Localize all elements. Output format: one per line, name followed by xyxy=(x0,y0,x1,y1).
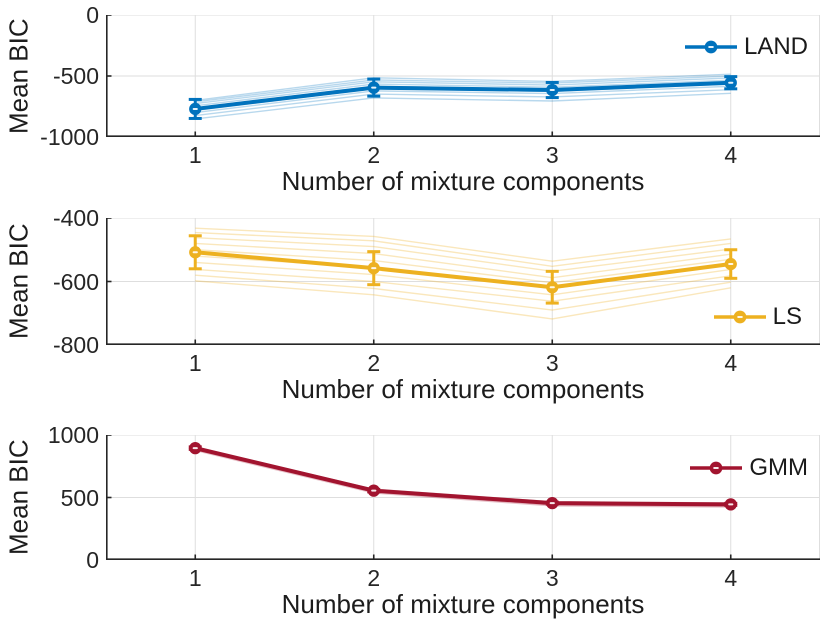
y-tick-label: 1000 xyxy=(47,422,99,448)
x-axis-label: Number of mixture components xyxy=(281,374,645,404)
plot-area-ls: LS xyxy=(106,218,820,345)
legend-gmm: GMM xyxy=(690,455,808,481)
legend-label-ls: LS xyxy=(772,303,802,330)
x-tick-label: 3 xyxy=(545,142,559,168)
y-tick-label: -1000 xyxy=(40,124,99,150)
x-tick-label: 1 xyxy=(188,142,202,168)
legend-ls: LS xyxy=(713,303,802,330)
subplot-land: Mean BIC 0 -500 -1000 LAND Number of mixtu… xyxy=(0,2,830,199)
y-tick-label: -600 xyxy=(52,268,99,295)
legend-label-gmm: GMM xyxy=(749,454,808,481)
x-tick-label: 3 xyxy=(545,565,559,591)
x-tick-label: 2 xyxy=(367,350,381,376)
land-line-marker-icon xyxy=(684,37,737,57)
y-axis-ticks: -400 -600 -800 xyxy=(0,205,99,358)
subplot-gmm: Mean BIC 1000 500 0 GMM Number of mixture … xyxy=(0,422,830,622)
plot-area-land: LAND xyxy=(106,15,820,137)
gmm-line-marker-icon xyxy=(690,458,743,478)
x-tick-label: 3 xyxy=(545,350,559,376)
x-tick-label: 4 xyxy=(724,565,738,591)
y-axis-ticks: 0 -500 -1000 xyxy=(0,2,99,150)
ls-line-chart xyxy=(106,218,820,345)
x-tick-label: 2 xyxy=(367,565,381,591)
x-tick-label: 4 xyxy=(724,350,738,376)
y-tick-label: 0 xyxy=(86,2,99,28)
ls-line-marker-icon xyxy=(713,307,766,327)
x-tick-label: 1 xyxy=(188,350,202,376)
land-line-chart xyxy=(106,15,820,137)
gmm-line-chart xyxy=(106,435,820,560)
y-tick-label: -400 xyxy=(52,205,99,231)
subplot-ls: Mean BIC -400 -600 -800 LS Number of mixtu… xyxy=(0,205,830,407)
y-tick-label: 500 xyxy=(60,484,99,511)
y-tick-label: 0 xyxy=(86,547,99,573)
y-tick-label: -800 xyxy=(52,332,99,358)
legend-label-land: LAND xyxy=(743,33,808,60)
x-axis-label: Number of mixture components xyxy=(281,166,645,196)
x-tick-label: 1 xyxy=(188,565,202,591)
x-axis-label: Number of mixture components xyxy=(281,589,645,619)
legend-land: LAND xyxy=(684,33,808,60)
x-tick-label: 2 xyxy=(367,142,381,168)
y-axis-ticks: 1000 500 0 xyxy=(0,422,99,573)
plot-area-gmm: GMM xyxy=(106,435,820,560)
y-tick-label: -500 xyxy=(52,63,99,89)
x-tick-label: 4 xyxy=(724,142,738,168)
